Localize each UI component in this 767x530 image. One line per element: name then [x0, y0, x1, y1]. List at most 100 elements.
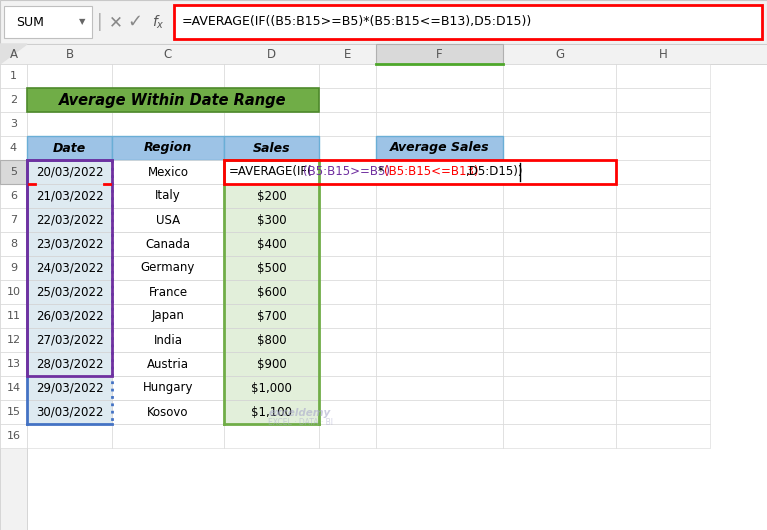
Text: 8: 8: [10, 239, 17, 249]
Text: 7: 7: [10, 215, 17, 225]
Bar: [224, 400, 319, 424]
Bar: [112, 64, 224, 88]
Text: |: |: [97, 13, 103, 31]
Bar: [224, 184, 319, 208]
Bar: [224, 160, 319, 184]
Bar: [27, 352, 112, 376]
Bar: [112, 160, 224, 184]
Bar: [319, 88, 376, 112]
Text: France: France: [149, 286, 188, 298]
Text: SUM: SUM: [16, 15, 44, 29]
Bar: [319, 424, 376, 448]
Bar: [112, 232, 224, 256]
Text: Region: Region: [144, 142, 192, 155]
Text: Average Within Date Range: Average Within Date Range: [59, 93, 287, 108]
Bar: [0, 136, 27, 160]
Bar: [224, 328, 319, 352]
Text: 28/03/2022: 28/03/2022: [36, 358, 104, 370]
Bar: [0, 352, 27, 376]
Bar: [27, 304, 112, 328]
Bar: [376, 136, 503, 160]
Bar: [0, 328, 27, 352]
Bar: [27, 304, 112, 328]
Bar: [27, 64, 112, 88]
Bar: [27, 88, 112, 112]
Bar: [0, 44, 767, 64]
Bar: [27, 328, 112, 352]
Bar: [376, 376, 503, 400]
Bar: [376, 64, 503, 88]
Bar: [376, 184, 503, 208]
Bar: [112, 400, 224, 424]
Bar: [319, 376, 376, 400]
Bar: [376, 136, 503, 160]
Text: $f_x$: $f_x$: [152, 13, 164, 31]
Text: E: E: [344, 48, 351, 60]
Text: ✓: ✓: [127, 13, 143, 31]
Text: D: D: [267, 48, 276, 60]
Bar: [224, 280, 319, 304]
Text: USA: USA: [156, 214, 180, 226]
Bar: [376, 424, 503, 448]
Bar: [112, 136, 224, 160]
Bar: [224, 304, 319, 328]
Bar: [27, 184, 112, 208]
Bar: [0, 184, 27, 208]
Bar: [319, 304, 376, 328]
Bar: [112, 304, 224, 328]
Bar: [27, 208, 112, 232]
Bar: [616, 112, 710, 136]
Bar: [27, 136, 112, 160]
Text: $200: $200: [257, 190, 286, 202]
Bar: [112, 328, 224, 352]
Text: 13: 13: [6, 359, 21, 369]
Bar: [616, 160, 710, 184]
Bar: [319, 64, 376, 88]
Text: Date: Date: [53, 142, 86, 155]
Bar: [616, 424, 710, 448]
Bar: [112, 184, 224, 208]
Bar: [112, 208, 224, 232]
Bar: [112, 328, 224, 352]
Bar: [616, 352, 710, 376]
Bar: [27, 184, 112, 208]
Bar: [27, 112, 112, 136]
Bar: [376, 44, 503, 64]
Bar: [224, 160, 319, 184]
Bar: [27, 208, 112, 232]
Bar: [224, 352, 319, 376]
Text: *: *: [378, 165, 384, 179]
Text: 9: 9: [10, 263, 17, 273]
Text: H: H: [659, 48, 667, 60]
Bar: [503, 280, 616, 304]
Text: 2: 2: [10, 95, 17, 105]
Bar: [503, 88, 616, 112]
Text: F: F: [436, 48, 443, 60]
Bar: [224, 232, 319, 256]
Bar: [503, 160, 616, 184]
Bar: [319, 208, 376, 232]
Bar: [27, 352, 112, 376]
Bar: [112, 352, 224, 376]
Bar: [376, 160, 503, 184]
Bar: [4, 6, 92, 38]
Bar: [27, 88, 319, 112]
Bar: [112, 376, 224, 400]
Bar: [224, 160, 616, 184]
Bar: [224, 256, 319, 280]
Bar: [224, 64, 319, 88]
Bar: [376, 280, 503, 304]
Bar: [0, 64, 27, 530]
Bar: [376, 400, 503, 424]
Bar: [503, 304, 616, 328]
Text: 5: 5: [10, 167, 17, 177]
Text: ▼: ▼: [79, 17, 85, 26]
Bar: [376, 256, 503, 280]
Text: $800: $800: [257, 333, 286, 347]
Text: A: A: [9, 48, 18, 60]
Bar: [319, 328, 376, 352]
Bar: [224, 112, 319, 136]
Bar: [319, 136, 376, 160]
Bar: [616, 88, 710, 112]
Bar: [224, 208, 319, 232]
